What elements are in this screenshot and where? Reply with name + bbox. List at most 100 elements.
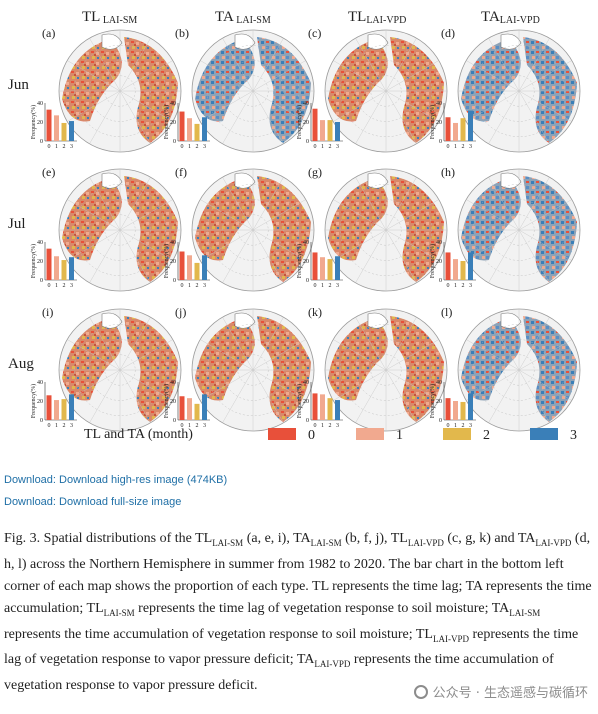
inset-y-tick-label: 20 (170, 120, 176, 126)
land-mass-north-america (195, 39, 255, 122)
inset-bar (468, 110, 473, 141)
inset-y-tick-label: 20 (37, 259, 43, 265)
graticule-meridian (200, 60, 254, 92)
inset-y-tick-label: 0 (40, 418, 43, 424)
inset-x-tick-label: 0 (48, 423, 51, 429)
inset-x-tick-label: 2 (63, 423, 66, 429)
inset-x-tick-label: 0 (314, 144, 317, 150)
panel-letter: (a) (42, 26, 55, 40)
figure-panel-grid: TL LAI-SM TA LAI-SM TLLAI-VPD TALAI-VPD Jun… (8, 9, 581, 443)
inset-x-tick-label: 1 (188, 144, 191, 150)
graticule-meridian (466, 60, 520, 92)
inset-x-tick-label: 1 (321, 423, 324, 429)
graticule-meridian (119, 317, 151, 371)
inset-y-axis-label: Frequency(%) (296, 384, 303, 418)
land-mass-north-america (195, 318, 255, 401)
inset-x-tick-label: 1 (454, 283, 457, 289)
inset-x-tick-label: 0 (447, 144, 450, 150)
graticule-meridian (518, 90, 550, 144)
panel-letter: (k) (308, 305, 322, 319)
graticule-meridian (518, 90, 572, 122)
inset-bar (69, 257, 74, 280)
inset-x-tick-label: 0 (314, 423, 317, 429)
graticule-meridian (119, 369, 173, 401)
graticule-meridian (385, 229, 417, 283)
graticule-meridian (252, 90, 306, 122)
inset-y-tick-label: 40 (37, 101, 43, 107)
download-full-size-link[interactable]: Download: Download full-size image (4, 496, 182, 508)
inset-y-tick-label: 40 (436, 101, 442, 107)
inset-x-tick-label: 3 (336, 144, 339, 150)
inset-y-tick-label: 20 (170, 399, 176, 405)
inset-x-tick-label: 3 (336, 283, 339, 289)
graticule-meridian (89, 38, 121, 92)
inset-bar (194, 262, 200, 280)
inset-x-tick-label: 3 (203, 283, 206, 289)
inset-y-tick-label: 20 (303, 399, 309, 405)
graticule-meridian (488, 90, 520, 144)
graticule-meridian (385, 90, 417, 144)
inset-y-tick-label: 40 (37, 240, 43, 246)
inset-y-tick-label: 20 (436, 399, 442, 405)
inset-bar (61, 399, 67, 420)
inset-y-tick-label: 20 (436, 259, 442, 265)
inset-x-tick-label: 2 (329, 283, 332, 289)
download-high-res-link[interactable]: Download: Download high-res image (474KB… (4, 474, 228, 486)
inset-x-tick-label: 3 (469, 283, 472, 289)
graticule-meridian (252, 90, 284, 144)
graticule-meridian (488, 38, 520, 92)
inset-bar (202, 394, 207, 420)
caption-subscript: LAI-SM (212, 537, 244, 548)
inset-y-tick-label: 20 (37, 120, 43, 126)
graticule-meridian (466, 339, 520, 371)
caption-text: Fig. 3. Spatial distributions of the TL (4, 531, 213, 546)
land-mass-north-america (195, 178, 255, 261)
inset-x-tick-label: 1 (55, 144, 58, 150)
graticule-meridian (518, 229, 550, 283)
graticule-meridian (466, 369, 520, 401)
graticule-meridian (200, 339, 254, 371)
inset-y-tick-label: 0 (173, 139, 176, 145)
inset-x-tick-label: 2 (462, 283, 465, 289)
column-title-main: TL (348, 9, 366, 25)
inset-bar (54, 115, 59, 141)
graticule-meridian (119, 369, 151, 423)
panel-letter: (g) (308, 165, 322, 179)
column-title-main: TL (82, 9, 100, 25)
inset-y-tick-label: 0 (439, 418, 442, 424)
panel-letter: (d) (441, 26, 455, 40)
graticule-meridian (333, 229, 387, 261)
graticule-meridian (385, 177, 417, 231)
graticule-meridian (119, 60, 173, 92)
graticule-meridian (222, 369, 254, 423)
inset-x-tick-label: 1 (55, 283, 58, 289)
inset-y-axis-label: Frequency(%) (296, 244, 303, 278)
inset-x-tick-label: 3 (469, 423, 472, 429)
caption-text: represents the time accumulation of vege… (4, 626, 433, 642)
column-title: TALAI-VPD (481, 9, 540, 26)
legend-swatch (443, 428, 471, 440)
legend-label: 0 (308, 428, 315, 443)
graticule-meridian (385, 229, 439, 261)
land-mass-north-america (62, 318, 122, 401)
inset-x-tick-label: 2 (329, 423, 332, 429)
column-title: TA LAI-SM (215, 9, 271, 26)
inset-bar (335, 256, 340, 280)
inset-bar (194, 403, 200, 420)
panel-letter: (f) (175, 165, 187, 179)
watermark: 公众号 · 生态遥感与碳循环 (409, 680, 592, 703)
inset-x-tick-label: 0 (181, 423, 184, 429)
inset-bar (327, 120, 333, 141)
land-mass-north-america (328, 318, 388, 401)
graticule-meridian (518, 199, 572, 231)
wechat-icon (413, 684, 428, 699)
inset-bar (453, 401, 458, 420)
caption-subscript: LAI-SM (310, 537, 342, 548)
legend-swatch (530, 428, 558, 440)
caption-text: (d, h, l) across the Northern Hemisphere… (4, 531, 592, 616)
legend-title: TL and TA (month) (84, 427, 193, 442)
